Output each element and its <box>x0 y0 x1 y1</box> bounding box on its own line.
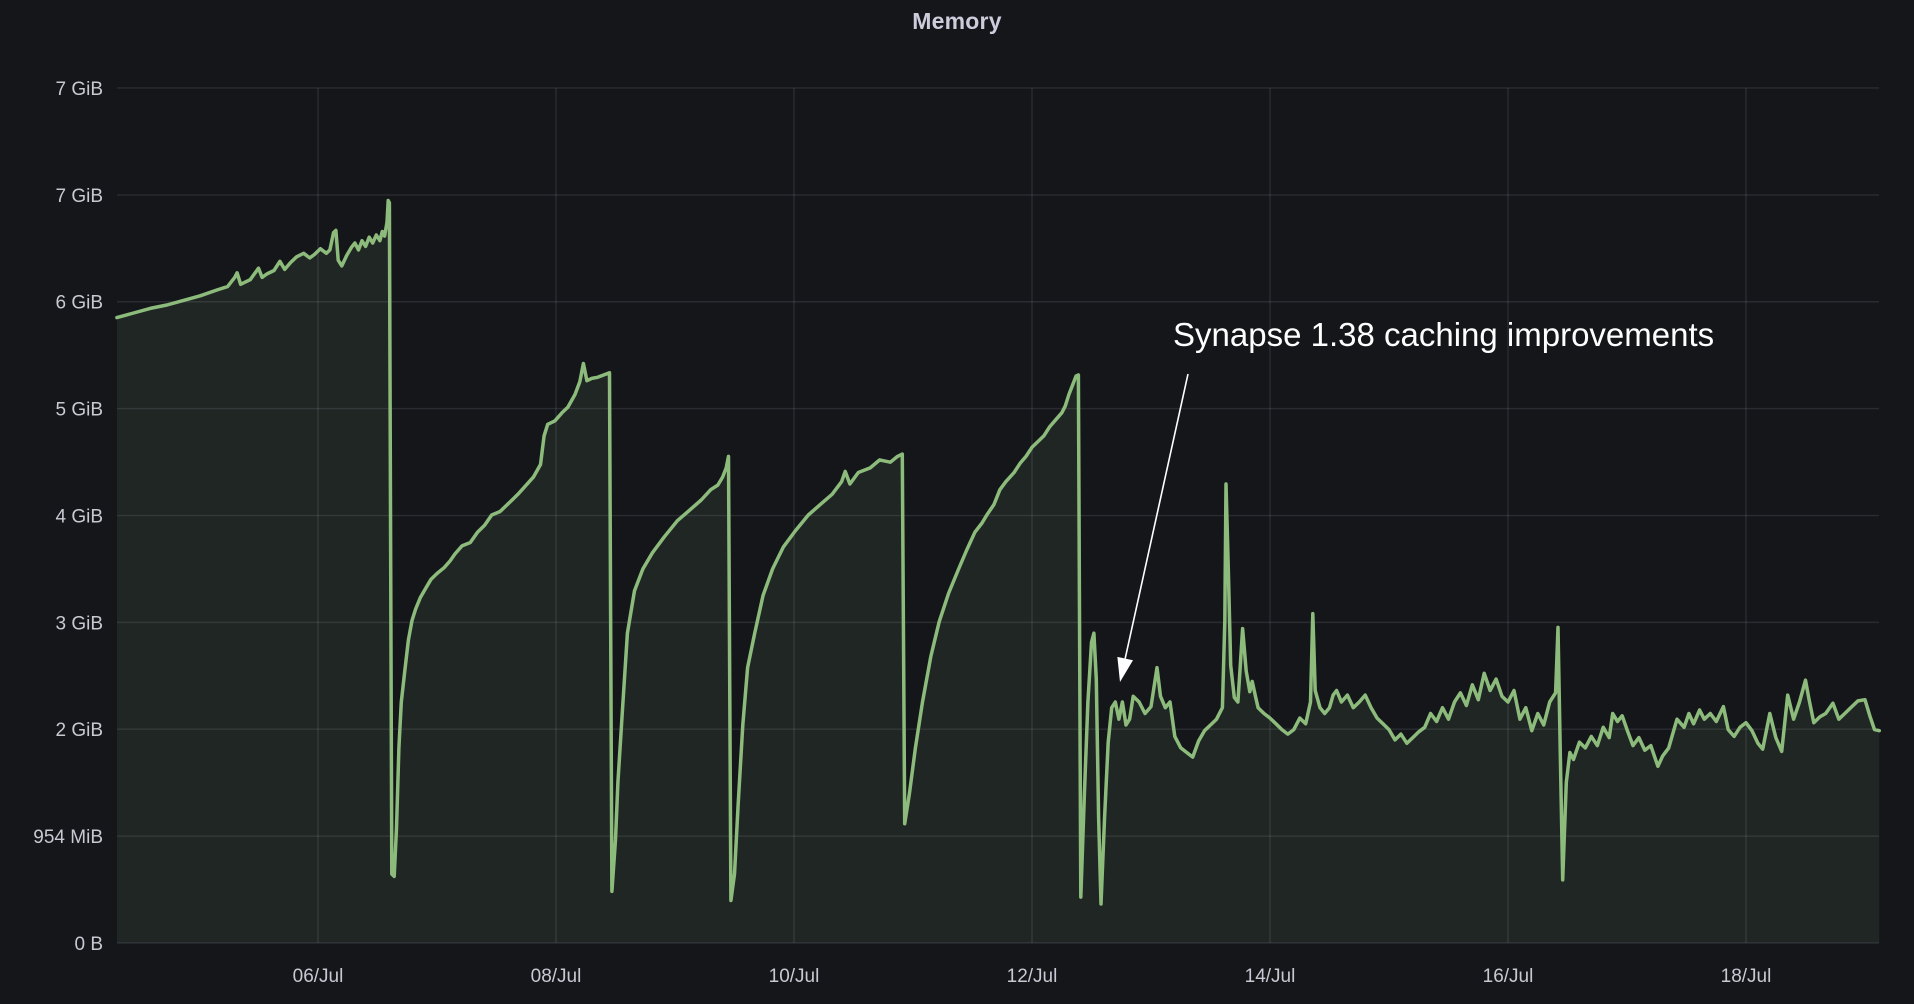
x-axis-tick-label: 18/Jul <box>1721 966 1772 987</box>
annotation-arrow-line <box>1124 373 1189 659</box>
y-axis-tick-label: 954 MiB <box>33 827 103 848</box>
memory-series-line <box>115 198 1882 906</box>
memory-series-area <box>116 200 1880 943</box>
panel-title: Memory <box>912 8 1002 34</box>
x-axis-tick-label: 12/Jul <box>1007 966 1058 987</box>
y-axis-tick-label: 0 B <box>74 934 103 955</box>
x-axis-tick-label: 14/Jul <box>1245 966 1296 987</box>
annotation-arrowhead-icon <box>1117 656 1133 682</box>
x-axis-tick-label: 06/Jul <box>293 966 344 987</box>
y-axis-tick-label: 7 GiB <box>55 79 103 100</box>
y-axis-tick-label: 5 GiB <box>55 400 103 421</box>
y-axis-tick-label: 2 GiB <box>55 720 103 741</box>
x-axis-tick-label: 08/Jul <box>531 966 582 987</box>
y-axis-tick-label: 3 GiB <box>55 613 103 634</box>
y-axis-tick-label: 4 GiB <box>55 507 103 528</box>
x-axis-tick-label: 16/Jul <box>1483 966 1534 987</box>
y-axis-tick-label: 6 GiB <box>55 293 103 314</box>
x-axis-tick-label: 10/Jul <box>769 966 820 987</box>
y-axis-tick-label: 7 GiB <box>55 186 103 207</box>
annotation-text: Synapse 1.38 caching improvements <box>1173 316 1715 353</box>
